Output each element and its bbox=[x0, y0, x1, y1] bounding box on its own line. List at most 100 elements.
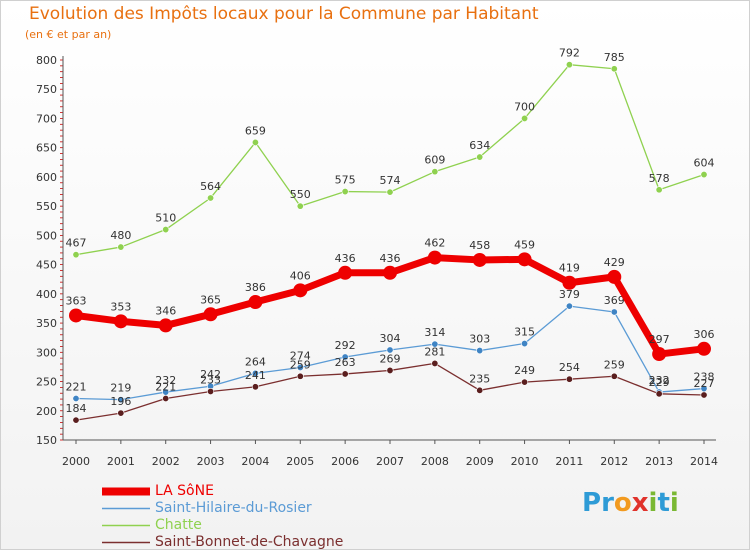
data-point bbox=[700, 391, 708, 399]
data-point bbox=[296, 364, 304, 372]
data-point bbox=[207, 194, 215, 202]
data-label: 227 bbox=[693, 377, 714, 390]
data-label: 196 bbox=[110, 395, 131, 408]
data-point bbox=[69, 308, 83, 323]
data-label: 480 bbox=[110, 229, 131, 242]
data-point bbox=[248, 295, 263, 310]
data-label: 221 bbox=[66, 380, 87, 393]
y-tick-label: 400 bbox=[36, 288, 57, 301]
data-point bbox=[476, 386, 484, 394]
legend-label: Chatte bbox=[155, 517, 202, 533]
y-tick-label: 150 bbox=[36, 434, 57, 447]
series-line bbox=[75, 64, 705, 256]
data-point bbox=[341, 188, 349, 196]
data-point bbox=[655, 186, 663, 194]
y-tick-label: 700 bbox=[36, 112, 57, 125]
data-label: 609 bbox=[424, 154, 445, 167]
data-point bbox=[72, 416, 80, 424]
data-point bbox=[386, 366, 394, 374]
data-label: 386 bbox=[245, 281, 266, 294]
y-tick-label: 350 bbox=[36, 317, 57, 330]
data-label: 353 bbox=[110, 300, 131, 313]
data-label: 785 bbox=[604, 51, 625, 64]
x-tick-label: 2013 bbox=[645, 455, 673, 468]
logo-letter: o bbox=[613, 488, 632, 518]
data-point bbox=[431, 168, 439, 176]
data-label: 269 bbox=[379, 352, 400, 365]
data-label: 365 bbox=[200, 293, 221, 306]
legend-swatch bbox=[102, 524, 150, 527]
data-label: 249 bbox=[514, 364, 535, 377]
x-tick-label: 2002 bbox=[152, 455, 180, 468]
data-label: 369 bbox=[604, 294, 625, 307]
data-point bbox=[562, 275, 577, 290]
data-point bbox=[610, 372, 618, 380]
logo-letter: i bbox=[648, 488, 658, 518]
data-label: 232 bbox=[649, 374, 670, 387]
data-label: 184 bbox=[66, 402, 87, 415]
data-label: 306 bbox=[693, 328, 714, 341]
logo-letter: x bbox=[631, 488, 649, 518]
data-point bbox=[341, 370, 349, 378]
data-point bbox=[338, 265, 353, 280]
legend-swatch bbox=[102, 487, 150, 496]
x-tick-label: 2006 bbox=[331, 455, 359, 468]
data-point bbox=[72, 394, 80, 402]
data-label: 315 bbox=[514, 326, 535, 339]
y-tick-label: 800 bbox=[36, 54, 57, 67]
data-point bbox=[427, 250, 442, 265]
data-label: 564 bbox=[200, 180, 221, 193]
y-tick-label: 200 bbox=[36, 405, 57, 418]
data-label: 259 bbox=[604, 358, 625, 371]
data-label: 274 bbox=[290, 350, 311, 363]
x-tick-label: 2000 bbox=[62, 455, 90, 468]
x-tick-label: 2001 bbox=[107, 455, 135, 468]
data-point bbox=[117, 409, 125, 417]
data-label: 436 bbox=[379, 252, 400, 265]
data-point bbox=[386, 188, 394, 196]
data-label: 233 bbox=[200, 373, 221, 386]
data-label: 221 bbox=[155, 380, 176, 393]
data-label: 700 bbox=[514, 100, 535, 113]
data-point bbox=[521, 114, 529, 122]
proxiti-logo: Proxiti bbox=[582, 488, 679, 518]
chart-title: Evolution des Impôts locaux pour la Comm… bbox=[29, 4, 539, 24]
data-label: 419 bbox=[559, 262, 580, 275]
data-point bbox=[162, 226, 170, 234]
data-point bbox=[565, 302, 573, 310]
data-label: 346 bbox=[155, 304, 176, 317]
data-label: 254 bbox=[559, 361, 580, 374]
data-label: 550 bbox=[290, 188, 311, 201]
x-tick-label: 2004 bbox=[241, 455, 269, 468]
data-point bbox=[700, 171, 708, 179]
data-point bbox=[476, 347, 484, 355]
data-point bbox=[431, 359, 439, 367]
data-label: 379 bbox=[559, 288, 580, 301]
data-point bbox=[565, 61, 573, 69]
logo-letter: t bbox=[657, 488, 670, 518]
data-point bbox=[607, 269, 622, 284]
data-point bbox=[158, 318, 173, 333]
data-label: 459 bbox=[514, 238, 535, 251]
data-label: 429 bbox=[604, 256, 625, 269]
data-label: 232 bbox=[155, 374, 176, 387]
data-label: 634 bbox=[469, 139, 490, 152]
data-point bbox=[521, 340, 529, 348]
data-label: 219 bbox=[110, 382, 131, 395]
data-label: 229 bbox=[649, 376, 670, 389]
data-label: 363 bbox=[66, 294, 87, 307]
data-point bbox=[293, 283, 308, 298]
data-label: 436 bbox=[335, 252, 356, 265]
data-label: 467 bbox=[66, 237, 87, 250]
data-point bbox=[113, 314, 128, 329]
data-label: 604 bbox=[693, 157, 714, 170]
data-label: 235 bbox=[469, 372, 490, 385]
data-point bbox=[652, 347, 667, 362]
data-point bbox=[521, 378, 529, 386]
x-tick-label: 2009 bbox=[466, 455, 494, 468]
data-point bbox=[72, 251, 80, 259]
logo-letter: P bbox=[582, 488, 602, 518]
x-tick-label: 2014 bbox=[690, 455, 718, 468]
data-label: 659 bbox=[245, 124, 266, 137]
